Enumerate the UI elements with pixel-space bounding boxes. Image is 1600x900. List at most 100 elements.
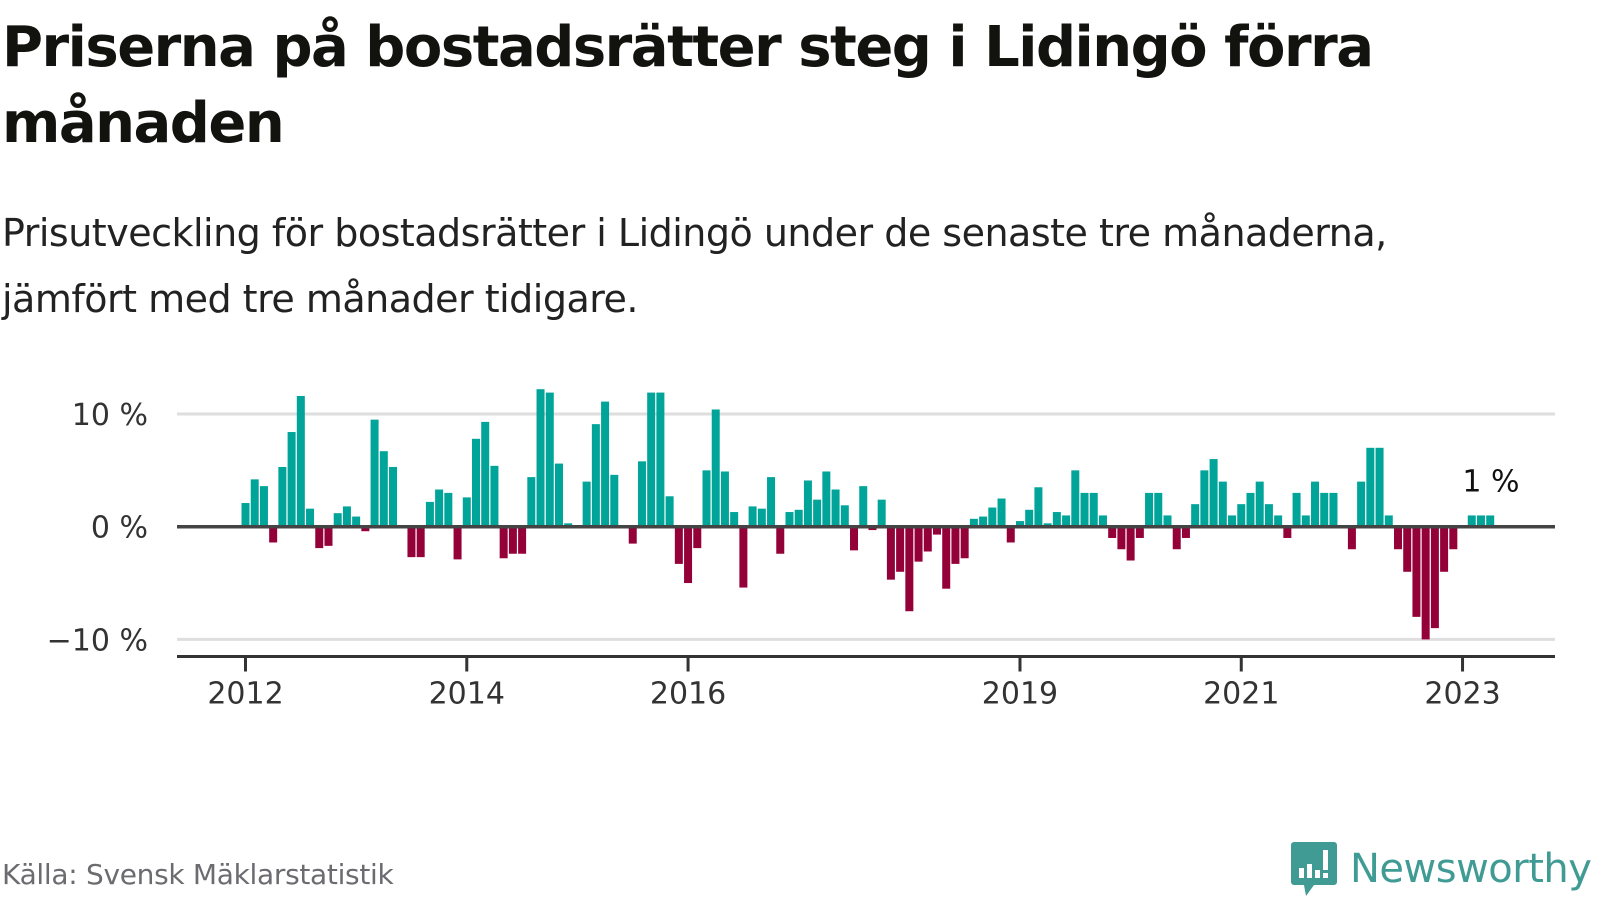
x-tick-label: 2012	[207, 677, 283, 711]
last-value-annotation: 1 %	[1462, 464, 1519, 499]
newsworthy-logo-icon	[1291, 842, 1337, 896]
bar-positive	[665, 496, 674, 527]
bar-positive	[481, 421, 490, 527]
bar-negative	[1172, 526, 1181, 550]
x-axis-ticks: 2012 2014 2016 2019 2021 2023	[207, 656, 1501, 711]
bar-negative	[1181, 526, 1190, 538]
bar-positive	[1476, 515, 1485, 527]
bar-negative	[1394, 526, 1402, 550]
bar-negative	[923, 526, 932, 552]
bar-negative	[1430, 526, 1439, 629]
bar-positive	[352, 516, 361, 527]
bar-positive	[1366, 447, 1375, 527]
bar-negative	[684, 526, 693, 584]
bar-positive	[1357, 481, 1366, 527]
bar-positive	[969, 518, 978, 527]
bar-positive	[1015, 521, 1024, 527]
brand-name: Newsworthy	[1350, 846, 1592, 892]
bar-negative	[1421, 526, 1430, 640]
bar-positive	[462, 497, 471, 527]
bar-positive	[582, 481, 591, 527]
bar-positive	[333, 513, 342, 527]
bar-positive	[840, 505, 849, 527]
bar-positive	[527, 477, 536, 527]
bar-positive	[536, 389, 545, 527]
bar-positive	[1025, 509, 1034, 527]
bar-positive	[748, 506, 757, 527]
bar-positive	[1246, 492, 1255, 527]
bar-positive	[1255, 481, 1264, 527]
bar-negative	[914, 526, 923, 562]
source-note: Källa: Svensk Mäklarstatistik	[2, 858, 394, 891]
bar-positive	[831, 489, 840, 527]
bar-positive	[296, 395, 305, 527]
bar-positive	[379, 451, 388, 527]
bar-negative	[942, 526, 951, 589]
bar-negative	[1403, 526, 1412, 572]
bar-positive	[757, 508, 766, 527]
bar-negative	[416, 526, 425, 558]
bar-positive	[1089, 492, 1098, 527]
bar-positive	[370, 419, 379, 527]
bar-positive	[803, 480, 812, 527]
bar-negative	[1412, 526, 1421, 617]
chart-title: Priserna på bostadsrätter steg i Lidingö…	[2, 15, 1374, 156]
bar-positive	[711, 409, 720, 527]
bar-negative	[951, 526, 960, 564]
bar-negative	[628, 526, 637, 544]
bar-positive	[1486, 515, 1495, 527]
bars	[241, 389, 1495, 640]
bar-positive	[730, 512, 739, 527]
bar-positive	[720, 471, 729, 527]
bar-positive	[1264, 504, 1273, 527]
bar-positive	[859, 486, 868, 527]
newsworthy-logo: Newsworthy	[1290, 840, 1592, 898]
bar-positive	[1071, 470, 1080, 527]
x-tick-label: 2014	[429, 677, 505, 711]
bar-positive	[425, 501, 434, 527]
bar-negative	[886, 526, 895, 580]
bar-positive	[250, 479, 259, 527]
bar-positive	[1218, 481, 1227, 527]
bar-positive	[1209, 459, 1218, 527]
bar-positive	[1052, 512, 1061, 527]
bar-positive	[444, 492, 453, 527]
bar-positive	[1237, 504, 1246, 527]
bar-positive	[554, 463, 563, 527]
bar-positive	[813, 499, 822, 527]
bar-negative	[518, 526, 527, 554]
bar-negative	[905, 526, 914, 612]
bar-positive	[767, 477, 776, 527]
bar-positive	[1191, 504, 1200, 527]
bar-negative	[1135, 526, 1144, 538]
bar-negative	[407, 526, 416, 558]
bar-negative	[508, 526, 517, 554]
bar-negative	[324, 526, 333, 546]
bar-positive	[702, 470, 711, 527]
bar-negative	[1347, 526, 1356, 550]
bar-negative	[1440, 526, 1449, 572]
bar-positive	[1292, 492, 1301, 527]
bar-positive	[1467, 515, 1476, 527]
bar-positive	[1163, 515, 1172, 527]
bar-negative	[499, 526, 508, 559]
bar-positive	[997, 498, 1006, 527]
bar-positive	[306, 508, 315, 527]
bar-negative	[674, 526, 683, 564]
bar-negative	[1006, 526, 1015, 543]
bar-negative	[453, 526, 462, 560]
bar-positive	[435, 489, 444, 527]
bar-positive	[1080, 492, 1089, 527]
bar-positive	[287, 432, 296, 527]
bar-positive	[822, 471, 831, 527]
bar-positive	[1329, 492, 1338, 527]
bar-positive	[1301, 515, 1310, 527]
bar-positive	[656, 392, 665, 527]
bar-positive	[794, 509, 803, 527]
bar-positive	[1375, 447, 1384, 527]
bar-negative	[960, 526, 969, 559]
bar-negative	[776, 526, 785, 554]
bar-positive	[1098, 515, 1107, 527]
bar-positive	[278, 466, 287, 527]
bar-positive	[647, 392, 656, 527]
